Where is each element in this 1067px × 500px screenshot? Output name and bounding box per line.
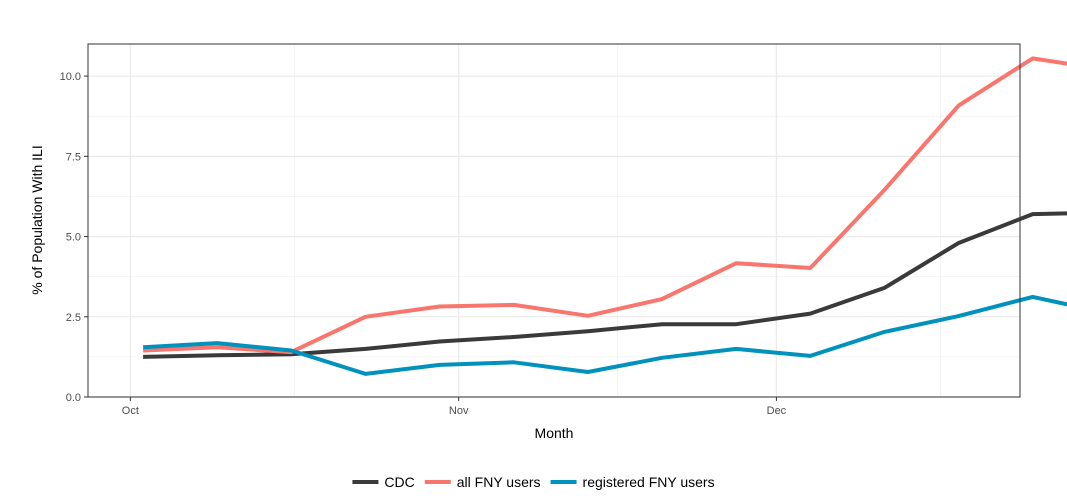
legend-label: all FNY users (457, 474, 541, 490)
x-tick-label: Nov (449, 405, 469, 417)
y-axis-title: % of Population With ILI (29, 145, 45, 294)
legend: CDC all FNY users registered FNY users (352, 474, 715, 490)
y-axis-ticks: 0.0 2.5 5.0 7.5 10.0 (60, 71, 88, 404)
y-tick-label: 2.5 (66, 312, 81, 324)
y-tick-label: 0.0 (66, 392, 81, 404)
y-tick-label: 7.5 (66, 151, 81, 163)
legend-label: registered FNY users (583, 474, 715, 490)
plot-panel-border (87, 43, 1021, 398)
y-tick-label: 10.0 (60, 71, 81, 83)
y-tick-label: 5.0 (66, 232, 81, 244)
legend-label: CDC (384, 474, 414, 490)
x-axis-title: Month (535, 425, 574, 441)
x-tick-label: Oct (122, 405, 139, 417)
grid-lines (88, 44, 1020, 398)
x-tick-label: Dec (767, 405, 787, 417)
series-line (143, 56, 1067, 355)
x-axis-ticks: OctNovDecJan (122, 397, 787, 417)
series-line (142, 294, 1067, 376)
series-lines (142, 56, 1067, 376)
